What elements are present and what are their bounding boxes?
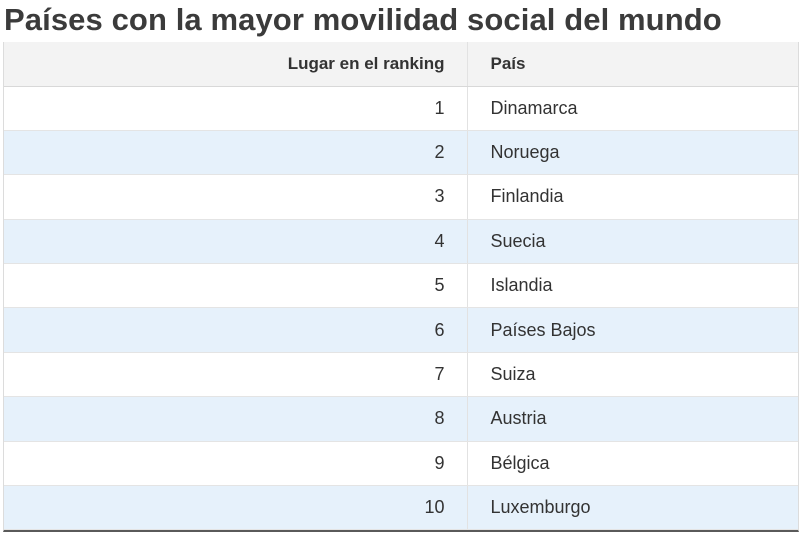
- table-row: 4 Suecia: [4, 219, 798, 265]
- table-row: 1 Dinamarca: [4, 86, 798, 131]
- rank-cell: 7: [4, 352, 468, 398]
- rank-cell: 10: [4, 485, 468, 531]
- table-row: 8 Austria: [4, 396, 798, 442]
- country-cell: Dinamarca: [467, 86, 798, 131]
- page-title: Países con la mayor movilidad social del…: [4, 2, 722, 37]
- table-row: 9 Bélgica: [4, 441, 798, 487]
- country-cell: Finlandia: [467, 174, 798, 220]
- country-cell: Países Bajos: [467, 307, 798, 353]
- table-body: 1 Dinamarca 2 Noruega 3 Finlandia 4 Suec…: [4, 86, 798, 531]
- rank-cell: 6: [4, 307, 468, 353]
- table-row: 2 Noruega: [4, 130, 798, 176]
- country-column-header: País: [467, 42, 798, 87]
- country-cell: Noruega: [467, 130, 798, 176]
- rank-cell: 2: [4, 130, 468, 176]
- country-cell: Bélgica: [467, 441, 798, 487]
- table-row: 3 Finlandia: [4, 174, 798, 220]
- country-cell: Suecia: [467, 219, 798, 265]
- rank-cell: 8: [4, 396, 468, 442]
- rank-cell: 4: [4, 219, 468, 265]
- ranking-table: Lugar en el ranking País 1 Dinamarca 2 N…: [4, 42, 798, 531]
- country-cell: Austria: [467, 396, 798, 442]
- table-header: Lugar en el ranking País: [4, 42, 798, 87]
- table-row: 5 Islandia: [4, 263, 798, 309]
- table-row: 10 Luxemburgo: [4, 485, 798, 531]
- rank-cell: 3: [4, 174, 468, 220]
- table-row: 6 Países Bajos: [4, 307, 798, 353]
- header-row: Lugar en el ranking País: [4, 42, 798, 87]
- rank-cell: 1: [4, 86, 468, 131]
- rank-cell: 5: [4, 263, 468, 309]
- country-cell: Suiza: [467, 352, 798, 398]
- country-cell: Luxemburgo: [467, 485, 798, 531]
- rank-cell: 9: [4, 441, 468, 487]
- ranking-table-container: Lugar en el ranking País 1 Dinamarca 2 N…: [3, 42, 799, 533]
- table-row: 7 Suiza: [4, 352, 798, 398]
- country-cell: Islandia: [467, 263, 798, 309]
- rank-column-header: Lugar en el ranking: [4, 42, 468, 87]
